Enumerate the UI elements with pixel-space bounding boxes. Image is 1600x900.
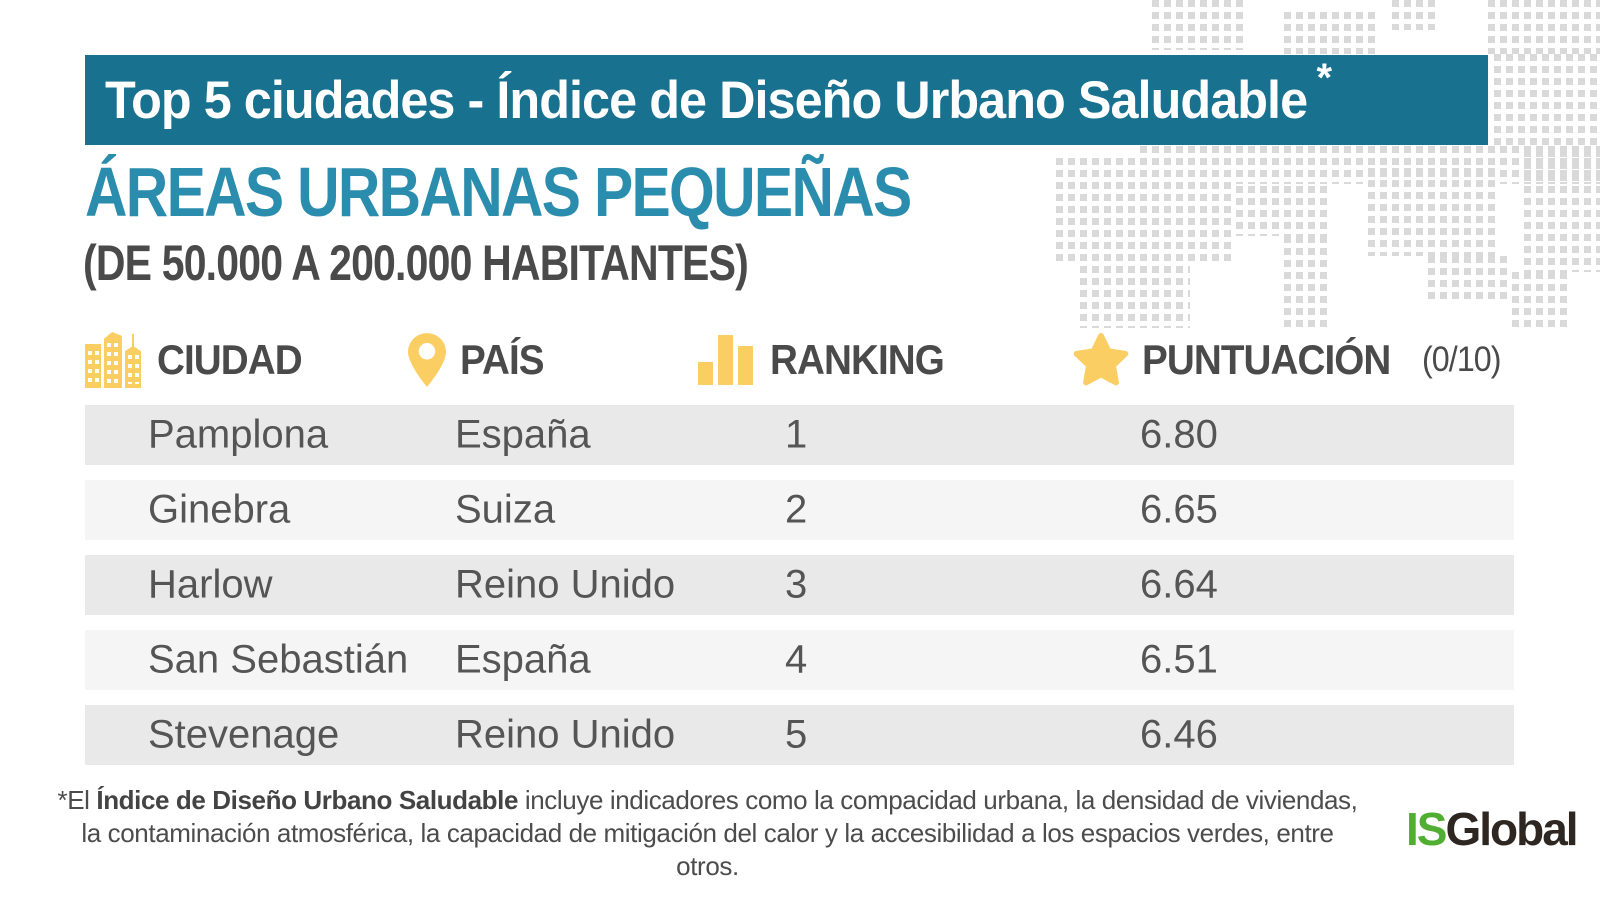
score-cell: 6.64 (1140, 562, 1218, 607)
map-dots-blob (1152, 0, 1248, 50)
page-title: Top 5 ciudades - Índice de Diseño Urbano… (105, 70, 1308, 130)
map-dots-blob (1512, 272, 1572, 330)
country-cell: Suiza (455, 487, 556, 532)
ranking-cell: 3 (785, 562, 808, 607)
map-dots-blob (1284, 12, 1380, 54)
city-cell: Pamplona (148, 412, 329, 457)
table-header: CIUDAD PAÍS RANKING PUNTUACIÓN (0/10) (0, 325, 1600, 395)
map-dots-blob (1524, 150, 1600, 272)
map-dots-blob (1284, 236, 1332, 330)
population-range-subtitle: (DE 50.000 A 200.000 HABITANTES) (83, 235, 749, 291)
table-row: Ginebra Suiza 2 6.65 (85, 480, 1514, 540)
map-dots-blob (1080, 266, 1190, 328)
city-cell: Stevenage (148, 712, 340, 757)
logo-global: Global (1445, 803, 1578, 855)
map-dots-blob (1488, 0, 1600, 54)
map-dots-blob (1056, 158, 1236, 266)
star-icon (1073, 332, 1129, 386)
ranking-cell: 4 (785, 637, 808, 682)
score-scale-label: (0/10) (1422, 340, 1502, 379)
column-header-city: CIUDAD (85, 325, 314, 395)
column-header-ranking: RANKING (698, 325, 959, 395)
category-subtitle: ÁREAS URBANAS PEQUEÑAS (85, 153, 912, 231)
ranking-cell: 2 (785, 487, 808, 532)
column-header-label: RANKING (770, 336, 945, 383)
table-row: Pamplona España 1 6.80 (85, 405, 1514, 465)
isglobal-logo: ISGlobal (1406, 802, 1579, 856)
score-cell: 6.80 (1140, 412, 1218, 457)
city-cell: Harlow (148, 562, 273, 607)
column-header-country: PAÍS (408, 325, 551, 395)
footnote-prefix: *El (57, 785, 97, 815)
map-dots-blob (1428, 256, 1512, 304)
table-row: Harlow Reino Unido 3 6.64 (85, 555, 1514, 615)
score-cell: 6.46 (1140, 712, 1218, 757)
title-bar: Top 5 ciudades - Índice de Diseño Urbano… (85, 55, 1488, 145)
table-row: Stevenage Reino Unido 5 6.46 (85, 705, 1514, 765)
footnote-rest: incluye indicadores como la compacidad u… (518, 785, 1358, 815)
column-header-label: CIUDAD (157, 336, 303, 383)
column-header-label: PUNTUACIÓN (1142, 336, 1391, 383)
score-cell: 6.65 (1140, 487, 1218, 532)
map-dots-blob (1494, 54, 1600, 148)
logo-is: IS (1406, 803, 1447, 855)
buildings-icon (85, 330, 143, 390)
ranking-cell: 1 (785, 412, 808, 457)
footnote-line-2: la contaminación atmosférica, la capacid… (81, 818, 1334, 881)
country-cell: Reino Unido (455, 562, 676, 607)
table-row: San Sebastián España 4 6.51 (85, 630, 1514, 690)
column-header-score: PUNTUACIÓN (0/10) (1070, 325, 1507, 395)
map-pin-icon (408, 333, 446, 387)
column-header-label: PAÍS (460, 336, 545, 383)
map-dots-blob (1236, 186, 1332, 236)
country-cell: España (455, 412, 591, 457)
footnote-line-1: *El Índice de Diseño Urbano Saludable in… (50, 784, 1365, 817)
ranking-cell: 5 (785, 712, 808, 757)
map-dots-blob (1392, 0, 1440, 30)
map-dots-blob (1368, 168, 1500, 256)
country-cell: Reino Unido (455, 712, 676, 757)
city-cell: Ginebra (148, 487, 291, 532)
footnote-index-name: Índice de Diseño Urbano Saludable (96, 785, 519, 815)
city-cell: San Sebastián (148, 637, 409, 682)
score-cell: 6.51 (1140, 637, 1218, 682)
bar-chart-icon (698, 335, 753, 385)
footnote: *El Índice de Diseño Urbano Saludable in… (50, 784, 1365, 883)
country-cell: España (455, 637, 591, 682)
title-asterisk: * (1316, 55, 1333, 100)
